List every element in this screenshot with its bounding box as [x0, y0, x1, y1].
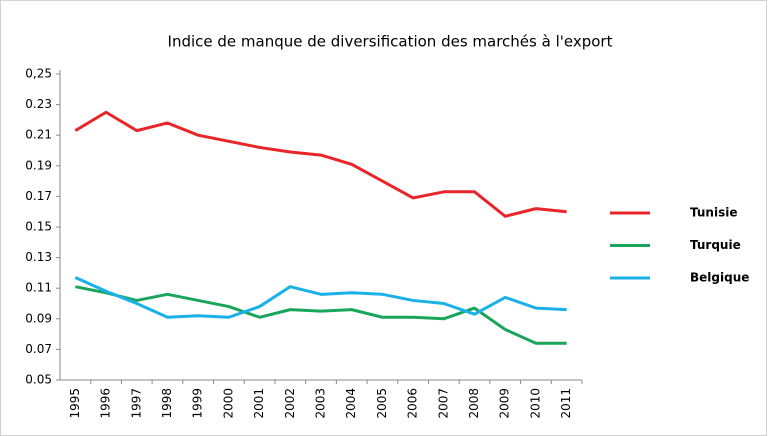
x-tick-label: 2011	[559, 388, 573, 419]
legend-label: Belgique	[690, 271, 749, 285]
y-tick-label: 0.07	[25, 342, 52, 356]
x-tick-label: 2001	[252, 388, 266, 419]
chart-title: Indice de manque de diversification des …	[168, 33, 613, 51]
x-tick-label: 2010	[528, 388, 542, 419]
y-tick-label: 0.21	[25, 128, 52, 142]
y-tick-label: 0.13	[25, 250, 52, 264]
y-tick-label: 0.19	[25, 158, 52, 172]
x-tick-label: 2008	[467, 388, 481, 419]
x-tick-label: 2006	[406, 388, 420, 419]
x-tick-label: 1996	[99, 388, 113, 419]
legend-label: Turquie	[690, 238, 741, 252]
x-tick-label: 1999	[191, 388, 205, 419]
series-line	[74, 110, 567, 218]
x-tick-label: 2000	[221, 388, 235, 419]
x-tick-label: 2007	[436, 388, 450, 419]
x-tick-label: 2004	[344, 388, 358, 419]
x-tick-label: 2003	[314, 388, 328, 419]
x-tick-label: 2009	[498, 388, 512, 419]
series-line	[75, 285, 567, 345]
x-tick-label: 1995	[68, 388, 82, 419]
y-tick-label: 0.17	[25, 189, 52, 203]
x-tick-label: 2002	[283, 388, 297, 419]
y-tick-label: 0.09	[25, 311, 52, 325]
x-tick-label: 1997	[129, 388, 143, 419]
y-tick-label: 0.15	[25, 220, 52, 234]
y-tick-label: 0.23	[25, 97, 52, 111]
y-tick-label: 0.11	[25, 281, 52, 295]
y-tick-label: 0,25	[25, 67, 52, 81]
x-tick-label: 2005	[375, 388, 389, 419]
legend-label: Tunisie	[690, 206, 737, 220]
y-tick-label: 0.05	[25, 373, 52, 387]
series-line	[74, 276, 567, 319]
x-tick-label: 1998	[160, 388, 174, 419]
